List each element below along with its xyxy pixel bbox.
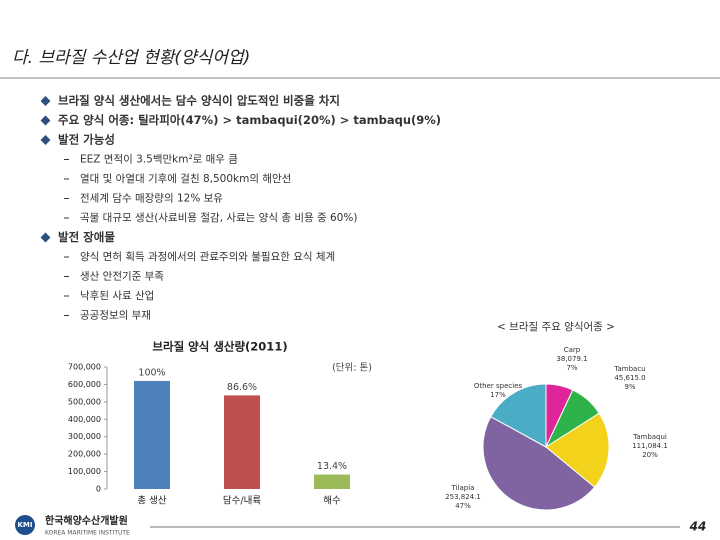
- slice-amount: 111,084.1: [632, 442, 668, 450]
- chart-title: < 브라질 주요 양식어종 >: [497, 321, 615, 333]
- slice-percent: 9%: [624, 383, 635, 391]
- x-tick-label: 담수/내륙: [223, 495, 261, 507]
- slice-name: Carp: [564, 346, 581, 354]
- logo-mark: [15, 515, 35, 535]
- bar-annotation: 86.6%: [227, 382, 257, 393]
- bullet-marker: [40, 135, 51, 145]
- sub-bullet-text: 낙후된 사료 산업: [80, 289, 154, 302]
- slice-name: Tambacu: [613, 365, 645, 373]
- y-tick-label: 300,000: [68, 432, 101, 441]
- chart-title: 브라질 양식 생산량(2011): [152, 340, 287, 354]
- bar: [134, 380, 170, 489]
- y-tick-label: 500,000: [68, 397, 101, 406]
- slice-percent: 7%: [566, 364, 577, 372]
- pie-slice: [545, 412, 610, 488]
- bullet-marker: [40, 115, 51, 126]
- sub-bullet-text: EEZ 면적이 3.5백만km²로 매우 큼: [80, 154, 238, 166]
- pie-slice: [482, 415, 596, 511]
- bar: [314, 474, 350, 489]
- logo-text: KMI: [18, 521, 33, 529]
- bullet-text: 주요 양식 어종: 틸라피아(47%) > tambaqui(20%) > ta…: [58, 113, 441, 127]
- slide-title: 다. 브라질 수산업 현황(양식어업): [12, 48, 250, 68]
- y-tick-label: 400,000: [68, 415, 101, 424]
- x-tick-label: 해수: [323, 495, 341, 507]
- sub-bullet-text: 열대 및 아열대 기후에 걸친 8,500km의 해안선: [80, 172, 291, 185]
- sub-bullet-text: 공공정보의 부재: [80, 310, 151, 322]
- charts: 브라질 양식 생산량(2011) (단위: 톤) 0 100,000 200,000 30…: [68, 321, 668, 511]
- slice-percent: 17%: [490, 391, 506, 399]
- slice-name: Tilapia: [451, 484, 475, 492]
- bar: [224, 395, 260, 489]
- page-number: 44: [689, 520, 707, 534]
- bullet-marker: [40, 96, 51, 106]
- bar-annotation: 100%: [138, 367, 165, 378]
- y-tick-label: 0: [96, 485, 101, 494]
- bullet-marker: [40, 232, 51, 243]
- sub-bullet-text: 곡물 대규모 생산(사료비용 절감, 사료는 양식 총 비용 중 60%): [80, 211, 357, 224]
- y-tick-label: 100,000: [68, 467, 101, 476]
- sub-bullet-text: 전세계 담수 매장량의 12% 보유: [80, 193, 223, 205]
- sub-bullet-text: 생산 안전기준 부족: [80, 271, 164, 283]
- slice-percent: 20%: [642, 451, 658, 459]
- bullet-text: 발전 가능성: [58, 133, 115, 147]
- institute-name: 한국해양수산개발원: [45, 514, 128, 527]
- slice-percent: 47%: [455, 502, 471, 510]
- institute-english: KOREA MARITIME INSTITUTE: [45, 530, 130, 537]
- y-tick-label: 700,000: [68, 363, 101, 372]
- y-tick-label: 200,000: [68, 450, 101, 459]
- slice-name: Other species: [474, 382, 523, 390]
- pie-slice: [490, 383, 547, 448]
- slice-amount: 45,615.0: [614, 374, 645, 382]
- bullet-text: 발전 장애물: [58, 230, 115, 244]
- bullet-text: 브라질 양식 생산에서는 담수 양식이 압도적인 비중을 차지: [58, 94, 340, 108]
- slice-amount: 253,824.1: [445, 493, 481, 501]
- slice-amount: 38,079.1: [556, 355, 587, 363]
- slice-name: Tambaqui: [632, 433, 667, 441]
- x-tick-label: 총 생산: [137, 496, 166, 507]
- y-tick-label: 600,000: [68, 380, 101, 389]
- sub-bullet-text: 양식 면허 획득 과정에서의 관료주의와 불필요한 요식 체계: [80, 251, 335, 263]
- bar-annotation: 13.4%: [317, 461, 347, 472]
- unit-label: (단위: 톤): [332, 362, 372, 374]
